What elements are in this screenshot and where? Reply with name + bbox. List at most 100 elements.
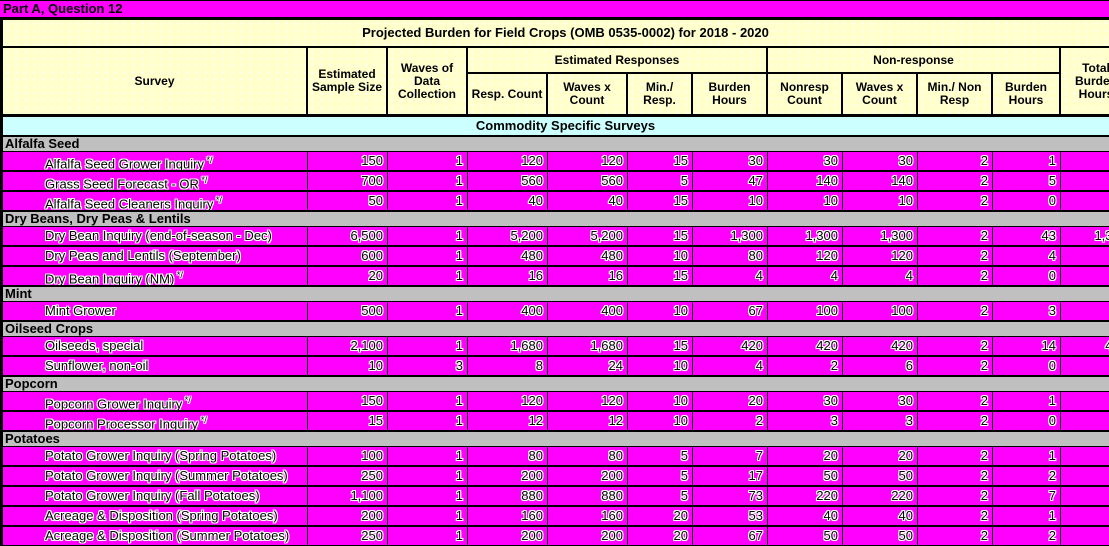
value-cell[interactable]: 1 [388, 467, 468, 485]
value-cell[interactable]: 1,680 [468, 337, 548, 355]
value-cell[interactable]: 560 [468, 172, 548, 190]
value-cell[interactable]: 1 [388, 267, 468, 285]
value-cell[interactable]: 10 [768, 192, 843, 210]
value-cell[interactable]: 2 [918, 337, 993, 355]
value-cell[interactable]: 250 [308, 527, 388, 545]
value-cell[interactable]: 50 [768, 527, 843, 545]
value-cell[interactable] [1061, 267, 1109, 285]
value-cell[interactable]: 73 [693, 487, 768, 505]
value-cell[interactable]: 67 [693, 302, 768, 320]
value-cell[interactable]: 15 [628, 267, 693, 285]
value-cell[interactable]: 120 [468, 152, 548, 170]
value-cell[interactable]: 50 [308, 192, 388, 210]
value-cell[interactable]: 2 [918, 392, 993, 410]
value-cell[interactable]: 200 [548, 467, 628, 485]
value-cell[interactable]: 2 [918, 227, 993, 245]
survey-name-cell[interactable]: Acreage & Disposition (Spring Potatoes) [3, 507, 308, 525]
value-cell[interactable]: 17 [693, 467, 768, 485]
value-cell[interactable]: 420 [768, 337, 843, 355]
value-cell[interactable]: 1 [993, 152, 1061, 170]
value-cell[interactable]: 10 [843, 192, 918, 210]
table-title[interactable]: Projected Burden for Field Crops (OMB 05… [3, 20, 1109, 48]
value-cell[interactable]: 12 [548, 412, 628, 430]
value-cell[interactable]: 480 [548, 247, 628, 265]
col-header-min-nonresp[interactable]: Min./ Non Resp [918, 74, 993, 114]
value-cell[interactable]: 0 [993, 192, 1061, 210]
value-cell[interactable]: 24 [548, 357, 628, 375]
value-cell[interactable]: 3 [388, 357, 468, 375]
value-cell[interactable]: 120 [468, 392, 548, 410]
survey-name-cell[interactable]: Dry Peas and Lentils (September) [3, 247, 308, 265]
value-cell[interactable]: 20 [693, 392, 768, 410]
value-cell[interactable]: 20 [843, 447, 918, 465]
value-cell[interactable]: 200 [468, 467, 548, 485]
value-cell[interactable]: 2 [918, 267, 993, 285]
value-cell[interactable]: 2 [918, 172, 993, 190]
value-cell[interactable]: 20 [628, 527, 693, 545]
value-cell[interactable]: 2 [918, 507, 993, 525]
value-cell[interactable] [1061, 302, 1109, 320]
value-cell[interactable]: 1 [993, 392, 1061, 410]
value-cell[interactable]: 100 [308, 447, 388, 465]
value-cell[interactable]: 4 [993, 247, 1061, 265]
survey-name-cell[interactable]: Popcorn Grower Inquiry */ [3, 392, 308, 410]
value-cell[interactable]: 10 [628, 357, 693, 375]
value-cell[interactable]: 220 [768, 487, 843, 505]
value-cell[interactable]: 120 [768, 247, 843, 265]
value-cell[interactable]: 10 [628, 247, 693, 265]
value-cell[interactable]: 2 [693, 412, 768, 430]
value-cell[interactable]: 3 [993, 302, 1061, 320]
value-cell[interactable]: 15 [628, 337, 693, 355]
value-cell[interactable]: 1 [388, 302, 468, 320]
value-cell[interactable]: 420 [693, 337, 768, 355]
value-cell[interactable]: 1,343 [1094, 228, 1109, 243]
value-cell[interactable]: 80 [468, 447, 548, 465]
value-cell[interactable]: 150 [308, 152, 388, 170]
value-cell[interactable]: 500 [308, 302, 388, 320]
value-cell[interactable]: 140 [843, 172, 918, 190]
value-cell[interactable]: 50 [768, 467, 843, 485]
value-cell[interactable]: 2 [918, 152, 993, 170]
value-cell[interactable]: 1,100 [308, 487, 388, 505]
value-cell[interactable]: 1 [993, 507, 1061, 525]
survey-name-cell[interactable]: Alfalfa Seed Cleaners Inquiry */ [3, 192, 308, 210]
value-cell[interactable]: 16 [548, 267, 628, 285]
col-header-resp-burden-hours[interactable]: Burden Hours [693, 74, 768, 114]
value-cell[interactable]: 5,200 [548, 227, 628, 245]
value-cell[interactable]: 1,300 [693, 227, 768, 245]
value-cell[interactable]: 67 [693, 527, 768, 545]
value-cell[interactable]: 2 [918, 247, 993, 265]
value-cell[interactable]: 1 [388, 392, 468, 410]
value-cell[interactable]: 200 [548, 527, 628, 545]
value-cell[interactable] [1061, 192, 1109, 210]
value-cell[interactable]: 700 [308, 172, 388, 190]
value-cell[interactable]: 1 [388, 337, 468, 355]
value-cell[interactable]: 5 [628, 447, 693, 465]
section-header[interactable]: Dry Beans, Dry Peas & Lentils [3, 212, 1109, 227]
value-cell[interactable]: 480 [468, 247, 548, 265]
survey-name-cell[interactable]: Popcorn Processor Inquiry */ [3, 412, 308, 430]
value-cell[interactable]: 434 [1105, 338, 1109, 353]
value-cell[interactable]: 15 [308, 412, 388, 430]
survey-name-cell[interactable]: Acreage & Disposition (Summer Potatoes) [3, 527, 308, 545]
value-cell[interactable]: 43 [993, 227, 1061, 245]
value-cell[interactable]: 16 [468, 267, 548, 285]
value-cell[interactable]: 400 [468, 302, 548, 320]
col-header-min-resp[interactable]: Min./ Resp. [628, 74, 693, 114]
value-cell[interactable]: 40 [548, 192, 628, 210]
survey-name-cell[interactable]: Potato Grower Inquiry (Summer Potatoes) [3, 467, 308, 485]
value-cell[interactable]: 0 [993, 412, 1061, 430]
value-cell[interactable]: 30 [768, 392, 843, 410]
section-header[interactable]: Alfalfa Seed [3, 137, 1109, 152]
value-cell[interactable]: 560 [548, 172, 628, 190]
value-cell[interactable]: 1 [388, 487, 468, 505]
survey-name-cell[interactable]: Dry Bean Inquiry (NM) */ [3, 267, 308, 285]
value-cell[interactable]: 1 [388, 192, 468, 210]
value-cell[interactable]: 14 [993, 337, 1061, 355]
section-header[interactable]: Oilseed Crops [3, 322, 1109, 337]
value-cell[interactable]: 4 [768, 267, 843, 285]
value-cell[interactable]: 20 [628, 507, 693, 525]
col-header-nonresp-burden-hours[interactable]: Burden Hours [993, 74, 1061, 114]
value-cell[interactable]: 120 [548, 152, 628, 170]
value-cell[interactable]: 7 [993, 487, 1061, 505]
